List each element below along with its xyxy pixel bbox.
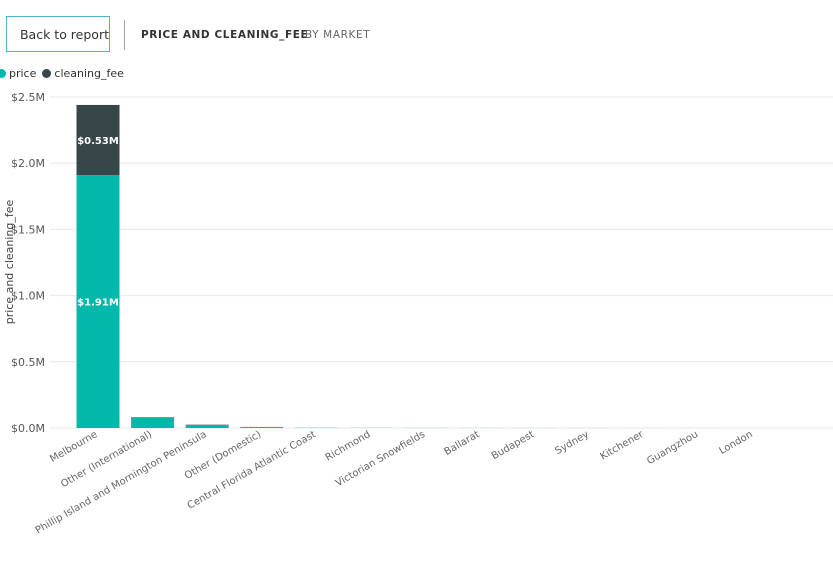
- y-tick-label: $0.5M: [11, 356, 45, 369]
- y-tick-label: $1.0M: [11, 290, 45, 303]
- back-button-label: Back to report: [19, 26, 109, 42]
- back-to-report-button[interactable]: Back to report: [6, 16, 110, 52]
- y-tick-label: $0.0M: [11, 422, 45, 435]
- x-tick-label: Kitchener: [599, 429, 647, 463]
- header-divider: [124, 20, 125, 50]
- bar-price: [240, 427, 284, 428]
- x-tick-label: Other (International): [59, 429, 154, 490]
- x-tick-label: Richmond: [324, 429, 373, 464]
- legend-dot-cleaning-fee: [42, 69, 52, 78]
- bar-cleaning-fee: [76, 104, 120, 176]
- x-tick-label: Guangzhou: [645, 429, 700, 467]
- y-tick-label: $2.0M: [11, 157, 45, 170]
- chevron-left-icon: [11, 33, 12, 35]
- page-title: PRICE AND CLEANING_FEE: [141, 29, 309, 41]
- legend-label-price: price: [9, 67, 37, 80]
- bar-price: [131, 418, 175, 428]
- page-subtitle: BY MARKET: [305, 29, 371, 41]
- x-tick-label: Melbourne: [48, 429, 99, 465]
- x-tick-label: Victorian Snowfields: [334, 429, 427, 489]
- legend-item-cleaning-fee[interactable]: cleaning_fee: [42, 67, 124, 80]
- bar-cleaning-fee: [131, 417, 175, 419]
- y-tick-label: $2.5M: [11, 91, 45, 104]
- y-axis-label: price and cleaning_fee: [3, 199, 16, 324]
- bar-price: [185, 425, 229, 428]
- x-tick-label: Sydney: [553, 429, 591, 457]
- y-tick-label: $1.5M: [11, 223, 45, 236]
- chart-legend: price cleaning_fee: [0, 67, 130, 80]
- x-tick-label: Ballarat: [443, 429, 482, 458]
- bar-price: [76, 175, 120, 428]
- x-tick-label: London: [717, 429, 754, 457]
- data-label: $1.91M: [77, 298, 119, 309]
- legend-label-cleaning-fee: cleaning_fee: [54, 67, 124, 80]
- x-tick-label: Budapest: [490, 429, 537, 462]
- legend-dot-price: [0, 69, 6, 78]
- legend-item-price[interactable]: price: [0, 67, 36, 80]
- data-label: $0.53M: [77, 136, 119, 147]
